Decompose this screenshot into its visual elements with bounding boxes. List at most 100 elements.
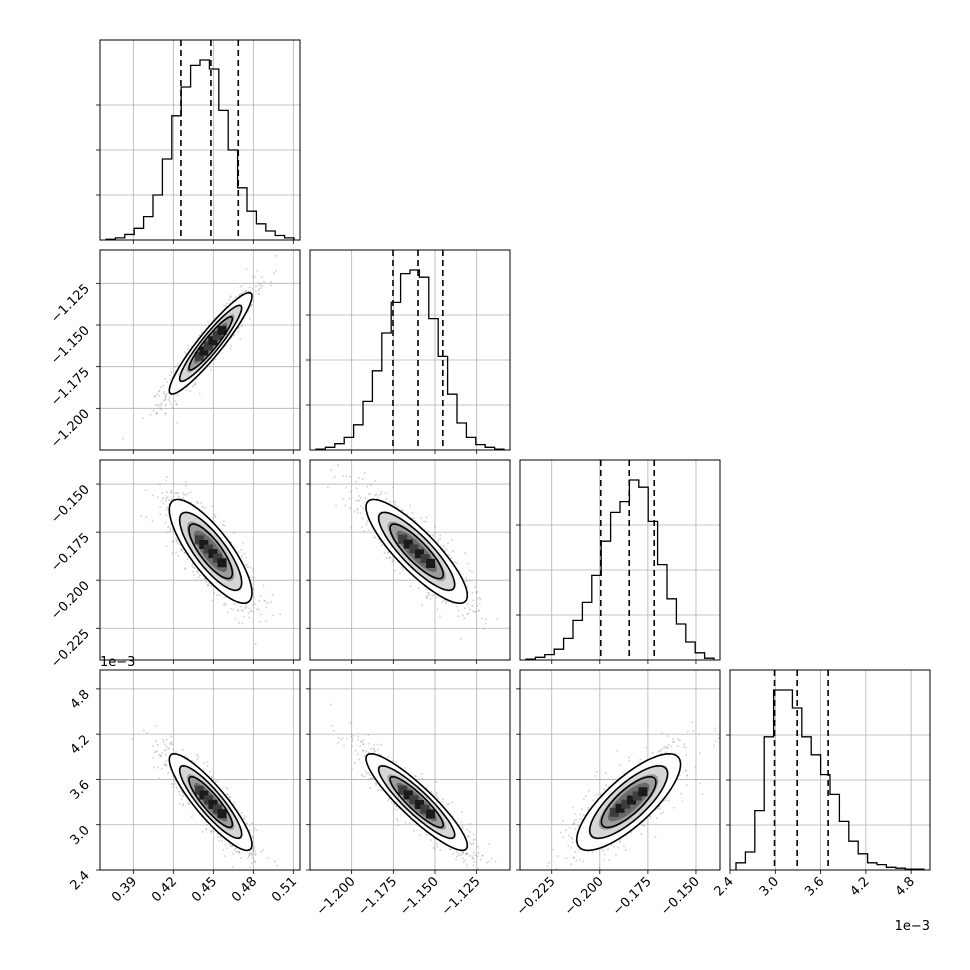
scatter-panel-2-0 — [96, 459, 301, 664]
panel-frame — [99, 459, 301, 661]
x-tick-label: −0.150 — [658, 874, 703, 919]
density-peak-cell — [208, 549, 218, 559]
histogram-panel-2 — [516, 459, 721, 664]
x-tick-label: 4.8 — [893, 874, 918, 899]
contour-line — [365, 752, 469, 852]
y-tick-label: −1.175 — [48, 365, 93, 410]
panel-background — [310, 250, 510, 450]
panel-content — [327, 464, 499, 640]
histogram-panel-1 — [306, 249, 511, 454]
y-tick-label: −1.200 — [48, 407, 93, 452]
y-offset-label: 1e−3 — [100, 655, 135, 670]
density-peak-cell — [212, 553, 222, 563]
x-tick-label: −1.150 — [397, 874, 442, 919]
density-peak-cell — [194, 351, 204, 361]
density-peak-cell — [409, 795, 419, 805]
panel-frame — [519, 459, 721, 661]
panel-frame — [99, 39, 301, 241]
contour-line — [178, 304, 243, 383]
density-core — [398, 534, 436, 568]
panel-background — [520, 460, 720, 660]
density-peak-cell — [627, 795, 637, 805]
panel-background — [730, 670, 930, 870]
density-peak-cell — [199, 346, 209, 356]
contour-line — [178, 764, 243, 840]
panel-background — [100, 40, 300, 240]
density-peak-cell — [199, 790, 209, 800]
density-peak-cell — [208, 799, 218, 809]
x-tick-label: 4.2 — [847, 874, 872, 899]
scatter-panel-1-0 — [96, 249, 301, 454]
histogram-step-line — [735, 689, 925, 870]
y-tick-label: −1.150 — [48, 323, 93, 368]
scatter-panel-3-0 — [96, 669, 301, 874]
density-peak-cell — [217, 325, 227, 335]
y-tick-label: 4.2 — [68, 732, 93, 757]
x-tick-label: −1.200 — [314, 874, 359, 919]
panel-background — [310, 670, 510, 870]
x-tick-label: −0.225 — [514, 874, 559, 919]
histogram-panel-3 — [726, 669, 931, 874]
density-peak-cell — [212, 804, 222, 814]
panel-frame — [729, 669, 931, 871]
contour-line — [377, 511, 456, 592]
density-peak-cell — [194, 535, 204, 545]
y-tick-label: 3.0 — [68, 823, 93, 848]
density-peak-cell — [398, 534, 408, 544]
density-peak-cell — [203, 795, 213, 805]
density-peak-cell — [208, 336, 218, 346]
panel-frame — [309, 249, 511, 451]
density-peak-cell — [409, 544, 419, 554]
density-peak-cell — [414, 549, 424, 559]
density-peak-cell — [621, 799, 631, 809]
contour-line — [600, 775, 657, 829]
panel-frame — [309, 669, 511, 871]
contour-line — [188, 315, 234, 371]
panel-content — [329, 703, 497, 870]
x-tick-label: −1.125 — [439, 874, 484, 919]
contour-line — [365, 498, 469, 605]
density-peak-cell — [632, 791, 642, 801]
panel-content — [131, 725, 283, 870]
contour-line — [178, 511, 243, 592]
y-tick-label: −1.125 — [48, 282, 93, 327]
y-tick-label: 3.6 — [68, 778, 93, 803]
density-peak-cell — [414, 799, 424, 809]
histogram-step-line — [315, 269, 505, 450]
density-peak-cell — [403, 790, 413, 800]
contour-line — [389, 775, 445, 829]
panel-frame — [309, 459, 511, 661]
density-peak-cell — [420, 554, 430, 564]
density-peak-cell — [638, 787, 648, 797]
density-peak-cell — [212, 331, 222, 341]
density-peak-cell — [615, 803, 625, 813]
density-core — [194, 535, 227, 568]
density-peak-cell — [426, 809, 436, 819]
density-peak-cell — [420, 804, 430, 814]
x-tick-label: 0.45 — [189, 874, 220, 905]
scatter-panel-3-1 — [306, 669, 511, 874]
x-tick-label: −0.175 — [610, 874, 655, 919]
scatter-panel-2-1 — [306, 459, 511, 664]
density-core — [398, 785, 436, 819]
y-tick-label: −0.225 — [48, 626, 93, 671]
x-tick-label: −0.200 — [562, 874, 607, 919]
panel-content — [140, 476, 281, 645]
contour-line — [377, 765, 456, 840]
x-tick-label: 0.42 — [149, 874, 180, 905]
contour-line — [188, 523, 234, 580]
density-peak-cell — [203, 544, 213, 554]
panel-content — [546, 721, 720, 870]
contour-line — [168, 498, 253, 605]
density-core — [194, 785, 227, 819]
y-tick-label: −0.200 — [48, 578, 93, 623]
density-core — [609, 787, 648, 817]
x-offset-label: 1e−3 — [895, 919, 930, 934]
density-peak-cell — [426, 558, 436, 568]
x-tick-label: 0.48 — [229, 874, 260, 905]
density-peak-cell — [199, 539, 209, 549]
y-tick-label: 2.4 — [68, 868, 93, 893]
contour-line — [188, 775, 234, 829]
histogram-step-line — [525, 479, 715, 660]
